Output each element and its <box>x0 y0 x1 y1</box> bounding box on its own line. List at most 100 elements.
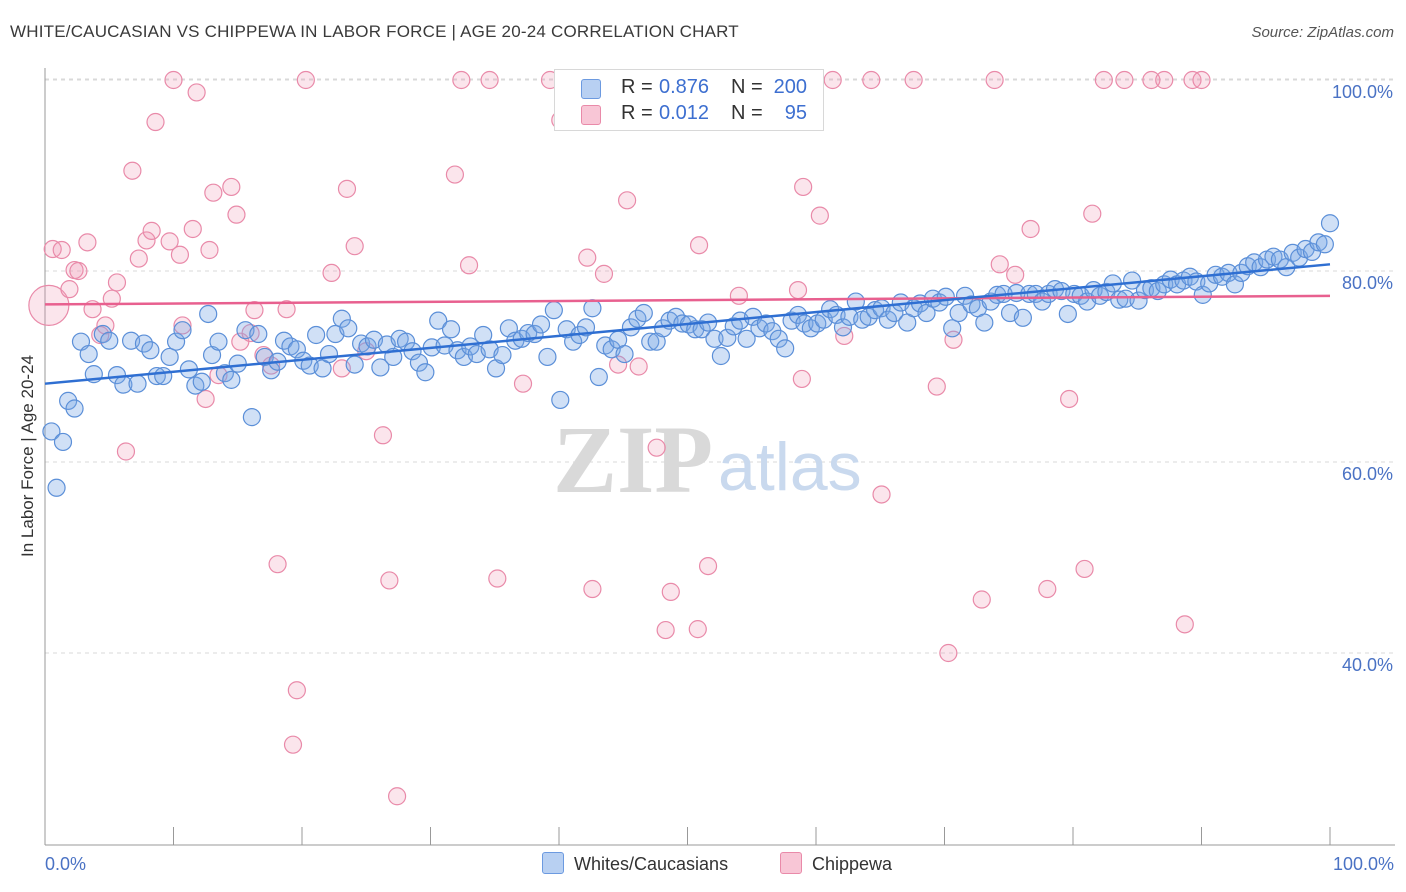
whites-point <box>1013 308 1032 327</box>
whites-point <box>134 334 154 353</box>
chippewa-point <box>170 245 190 264</box>
chippewa-point <box>927 377 946 396</box>
whites-point <box>776 339 795 358</box>
chippewa-point <box>204 183 223 202</box>
chippewa-point <box>629 357 648 376</box>
r-value-whites: 0.876 <box>659 76 710 98</box>
whites-point <box>429 311 448 330</box>
whites-point <box>692 320 711 339</box>
whites-point <box>949 303 968 323</box>
chippewa-point <box>862 70 881 90</box>
x-tick-label: 0.0% <box>45 854 86 874</box>
n-value-whites: 200 <box>773 76 807 98</box>
whites-point <box>160 347 179 367</box>
chippewa-point <box>904 70 923 90</box>
chippewa-point <box>794 177 813 197</box>
whites-point <box>242 408 261 427</box>
n-value-chippewa: 95 <box>784 102 807 124</box>
chippewa-point <box>200 240 219 260</box>
whites-point <box>583 299 602 318</box>
whites-point <box>1225 275 1245 294</box>
chippewa-swatch <box>581 105 601 125</box>
chippewa-point <box>459 256 479 275</box>
chippewa-point <box>1155 70 1174 90</box>
whites-point <box>1309 233 1328 252</box>
whites-point <box>47 478 66 497</box>
whites-point <box>249 324 268 344</box>
chippewa-point <box>160 232 179 251</box>
chippewa-point <box>1142 70 1161 90</box>
chippewa-point <box>578 248 597 267</box>
legend-label-whites: Whites/Caucasians <box>574 854 729 874</box>
chippewa-point <box>380 571 399 590</box>
chippewa-point <box>227 205 246 224</box>
chippewa-point <box>337 179 357 198</box>
whites-legend-swatch <box>542 852 564 874</box>
whites-point <box>409 353 429 372</box>
whites-point <box>634 303 653 323</box>
chippewa-point <box>164 70 183 90</box>
chippewa-point <box>196 389 215 409</box>
chippewa-point <box>387 787 407 806</box>
chippewa-point <box>283 735 303 754</box>
whites-point <box>141 341 160 360</box>
whites-point <box>1110 290 1129 309</box>
whites-point <box>846 292 865 311</box>
y-tick-label: 80.0% <box>1342 273 1393 293</box>
whites-point <box>287 340 306 359</box>
chippewa-point <box>688 620 707 639</box>
whites-point <box>173 321 192 340</box>
chippewa-point <box>1021 219 1040 239</box>
whites-point <box>878 310 898 329</box>
whites-point <box>416 363 435 382</box>
chippewa-point <box>985 70 1004 90</box>
whites-point <box>166 332 186 351</box>
chippewa-point <box>939 643 958 663</box>
whites-point <box>345 355 364 374</box>
chippewa-point <box>1038 579 1057 599</box>
chippewa-point <box>792 369 811 389</box>
whites-point <box>441 320 461 339</box>
y-axis-title: In Labor Force | Age 20-24 <box>18 355 37 557</box>
whites-point <box>154 366 173 386</box>
stats-legend: R = 0.876 N = 200 R = 0.012 N = 95 <box>554 69 824 131</box>
whites-point <box>332 309 351 328</box>
chippewa-point <box>129 249 148 268</box>
chippewa-point <box>245 301 264 320</box>
whites-point <box>461 337 480 356</box>
chippewa-point <box>788 281 808 300</box>
chippewa-point <box>187 83 206 102</box>
legend-label-chippewa: Chippewa <box>812 854 893 874</box>
chippewa-point <box>647 438 666 457</box>
whites-point <box>228 354 247 373</box>
whites-point <box>1123 271 1142 290</box>
chippewa-point <box>656 620 675 640</box>
whites-point <box>551 390 570 410</box>
whites-point <box>100 331 119 350</box>
chippewa-point <box>480 70 499 90</box>
chippewa-point <box>1006 265 1025 284</box>
chippewa-point <box>69 261 88 281</box>
whites-point <box>763 322 782 341</box>
chippewa-point <box>990 255 1009 274</box>
watermark-zip: ZIP <box>553 406 713 513</box>
whites-point <box>307 325 326 345</box>
chippewa-point <box>689 236 709 255</box>
whites-point <box>589 367 608 387</box>
chippewa-point <box>137 231 156 250</box>
axes <box>44 68 1395 846</box>
whites-point <box>538 347 557 367</box>
chippewa-point <box>583 579 602 599</box>
y-tick-label: 40.0% <box>1342 655 1393 675</box>
whites-point <box>737 329 756 348</box>
whites-point <box>1320 214 1340 233</box>
legend-item-whites: Whites/Caucasians <box>542 852 728 875</box>
whites-point <box>222 370 241 389</box>
r-label: R = <box>621 102 653 124</box>
whites-point <box>128 374 147 393</box>
legend-item-chippewa: Chippewa <box>780 852 892 875</box>
whites-point <box>531 315 551 334</box>
chippewa-point <box>107 273 127 292</box>
whites-point <box>564 332 583 351</box>
whites-point <box>576 318 596 337</box>
